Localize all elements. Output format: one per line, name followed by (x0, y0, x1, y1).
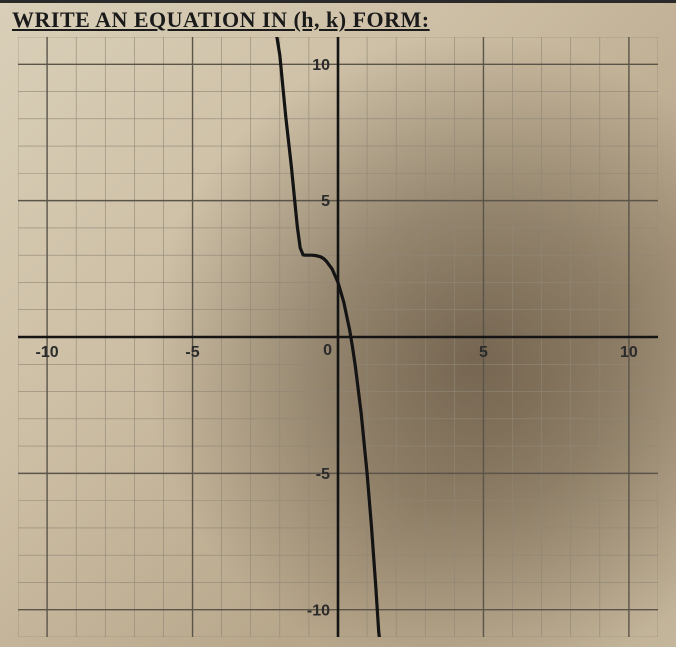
x-tick-label: -5 (185, 344, 199, 361)
x-tick-label: 5 (479, 344, 488, 361)
page-title: WRITE AN EQUATION IN (h, k) FORM: (12, 7, 430, 33)
y-tick-label: -5 (316, 466, 330, 483)
x-tick-label: -10 (36, 344, 59, 361)
coordinate-chart: 0 5 10 -10 -5 5 10 -10 -5 (18, 37, 658, 637)
x-tick-label: 0 (323, 342, 332, 359)
chart-svg: 0 5 10 -10 -5 5 10 -10 -5 (18, 37, 658, 637)
x-tick-label: 10 (620, 344, 638, 361)
y-tick-label: 10 (312, 57, 330, 74)
y-tick-label: -10 (307, 602, 330, 619)
y-tick-label: 5 (321, 193, 330, 210)
worksheet-page: WRITE AN EQUATION IN (h, k) FORM: 0 5 10 -1… (0, 0, 676, 647)
